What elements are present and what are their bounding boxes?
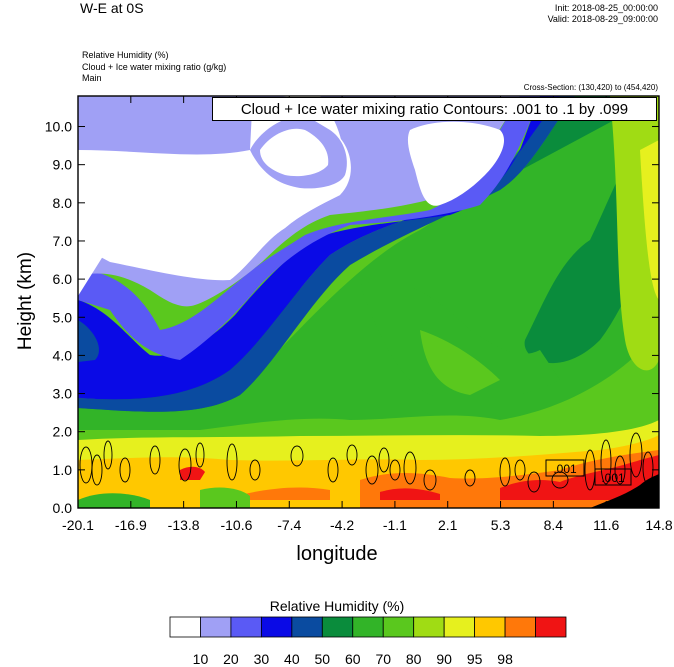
x-tick-label-11: 14.8: [645, 517, 672, 533]
x-tick-label-7: 2.1: [438, 517, 458, 533]
x-tick-label-6: -1.1: [383, 517, 407, 533]
chart-title: W-E at 0S: [80, 0, 144, 16]
y-tick-label-4: 4.0: [53, 347, 73, 363]
colorbar: 10 20 30 40 50 60 70 80 90 95 98: [169, 616, 567, 667]
cloud-contour-2: [103, 440, 113, 470]
valid-time: Valid: 2018-08-29_09:00:00: [547, 14, 658, 24]
cloud-contour-14: [389, 459, 401, 481]
colorbar-swatch-10: [474, 616, 506, 638]
contour-title-box: Cloud + Ice water mixing ratio Contours:…: [212, 97, 657, 121]
cloud-contour-25: [629, 432, 643, 478]
cloud-contour-12: [365, 455, 379, 485]
cloud-contour-11: [346, 444, 358, 466]
colorbar-swatch-5: [321, 616, 354, 638]
colorbar-swatch-1: [200, 616, 232, 638]
cloud-contour-5: [178, 448, 192, 482]
colorbar-level-6: 70: [375, 651, 391, 667]
colorbar-swatch-3: [260, 616, 293, 638]
y-tick-label-2: 2.0: [53, 424, 73, 440]
colorbar-swatch-11: [504, 616, 536, 638]
cloud-contour-23: [600, 439, 612, 485]
cloud-contour-6: [195, 442, 205, 468]
field-label-cloud: Cloud + Ice water mixing ratio (g/kg): [82, 62, 227, 72]
cloud-contour-21: [551, 471, 569, 489]
colorbar-swatch-7: [382, 616, 415, 638]
y-axis-label: Height (km): [15, 251, 36, 351]
x-tick-label-4: -7.4: [277, 517, 301, 533]
x-axis-label: longitude: [296, 543, 378, 565]
y-tick-label-7: 7.0: [53, 233, 73, 249]
cloud-contour-16: [423, 469, 437, 491]
cloud-contour-8: [249, 459, 261, 481]
y-tick-label-0: 0.0: [53, 500, 73, 516]
colorbar-title: Relative Humidity (%): [269, 598, 405, 614]
colorbar-swatch-0: [169, 616, 201, 638]
x-tick-label-0: -20.1: [62, 517, 94, 533]
cloud-contour-24: [614, 455, 626, 485]
cloud-contour-9: [290, 445, 304, 467]
colorbar-level-5: 60: [345, 651, 361, 667]
cloud-contour-10: [327, 457, 339, 483]
cross-section-label: Cross-Section: (130,420) to (454,420): [523, 83, 658, 92]
contour-label-2: .001: [601, 471, 625, 485]
colorbar-level-9: 95: [467, 651, 483, 667]
x-tick-label-8: 5.3: [491, 517, 511, 533]
cloud-contour-20: [527, 471, 541, 493]
y-tick-label-8: 8.0: [53, 195, 73, 211]
x-tick-label-3: -10.6: [220, 517, 252, 533]
cloud-contour-15: [403, 451, 417, 485]
cloud-contour-19: [514, 459, 526, 481]
cloud-contour-1: [91, 454, 103, 486]
x-tick-label-2: -13.8: [168, 517, 200, 533]
y-tick-label-10: 10.0: [45, 119, 72, 135]
x-axis: -20.1 -16.9 -13.8 -10.6 -7.4 -4.2 -1.1 2.1 5.3 8.…: [62, 96, 673, 533]
cloud-contour-18: [499, 457, 511, 487]
y-axis: 0.0 1.0 2.0 3.0 4.0 5.0 6.0 7.0 8.0 9.0 10.0: [45, 119, 659, 516]
field-label-main: Main: [82, 73, 102, 83]
colorbar-swatch-2: [230, 616, 262, 638]
colorbar-swatch-8: [413, 616, 445, 638]
contour-labels: .001 .001: [545, 459, 632, 486]
colorbar-level-3: 40: [284, 651, 300, 667]
y-tick-label-5: 5.0: [53, 309, 73, 325]
rh-filled-contours: [78, 96, 659, 508]
x-tick-label-5: -4.2: [330, 517, 354, 533]
colorbar-swatch-9: [443, 616, 476, 638]
colorbar-swatch-12: [535, 616, 567, 638]
colorbar-swatch-6: [352, 616, 384, 638]
colorbar-level-10: 98: [497, 651, 513, 667]
y-tick-label-9: 9.0: [53, 157, 73, 173]
x-tick-label-10: 11.6: [593, 517, 619, 533]
colorbar-level-8: 90: [436, 651, 452, 667]
colorbar-level-2: 30: [254, 651, 270, 667]
colorbar-level-7: 80: [406, 651, 422, 667]
colorbar-level-4: 50: [315, 651, 331, 667]
cloud-contour-7: [226, 443, 238, 481]
cloud-contour-13: [378, 447, 390, 473]
cloud-contour-17: [464, 469, 476, 487]
cloud-ice-contours: [79, 432, 654, 493]
colorbar-level-1: 20: [223, 651, 239, 667]
cloud-contour-3: [119, 457, 131, 483]
x-tick-label-9: 8.4: [544, 517, 564, 533]
y-tick-label-1: 1.0: [53, 462, 73, 478]
y-tick-label-3: 3.0: [53, 386, 73, 402]
plot-frame: [77, 95, 660, 509]
init-valid-times: Init: 2018-08-25_00:00:00 Valid: 2018-08…: [548, 3, 658, 25]
colorbar-level-0: 10: [193, 651, 209, 667]
colorbar-swatch-4: [291, 616, 323, 638]
cloud-contour-4: [149, 445, 161, 475]
y-tick-label-6: 6.0: [53, 271, 73, 287]
x-tick-label-1: -16.9: [115, 517, 147, 533]
cloud-contour-26: [642, 451, 654, 485]
field-label-rh: Relative Humidity (%): [82, 50, 169, 60]
init-time: Init: 2018-08-25_00:00:00: [554, 3, 658, 13]
contour-label-1: .001: [553, 462, 577, 476]
